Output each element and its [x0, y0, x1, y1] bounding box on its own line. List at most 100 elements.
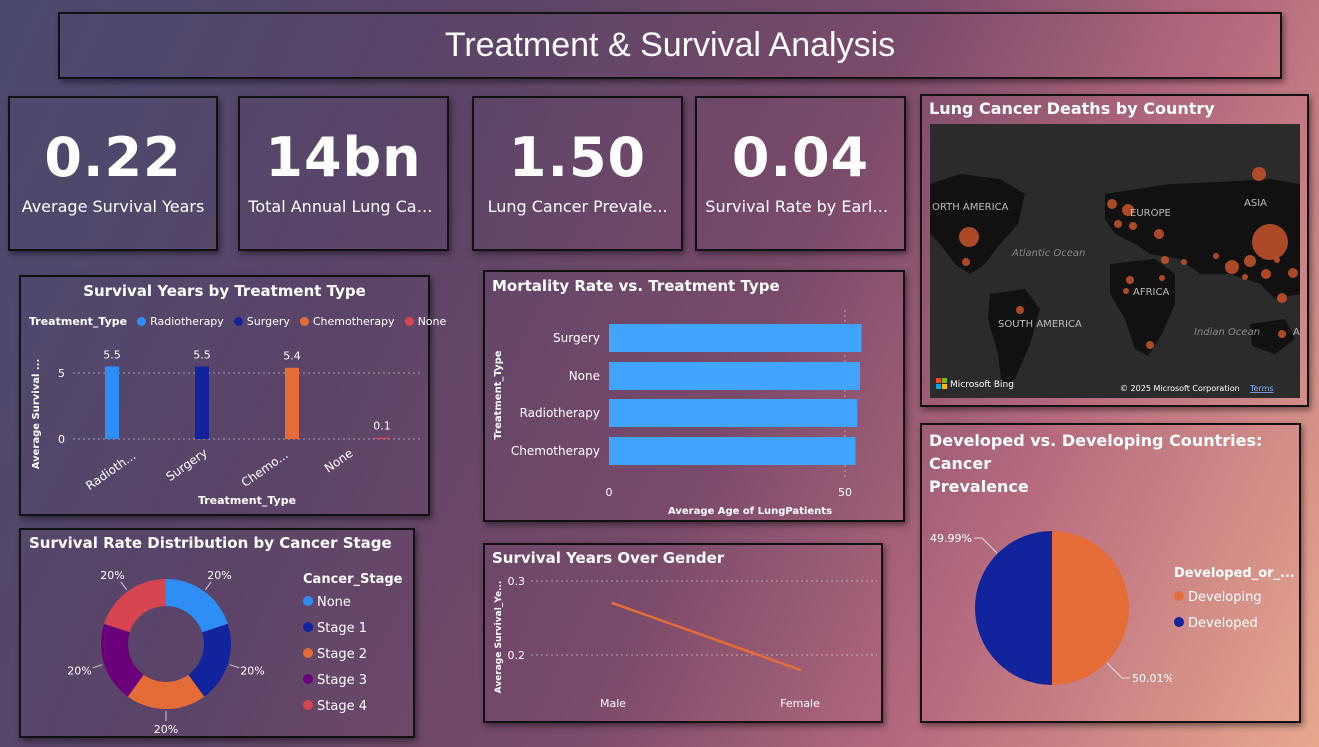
legend-item-developing[interactable]: Developing	[1174, 585, 1295, 611]
stage-donut-chart[interactable]: 20% 20% 20% 20% 20%	[21, 558, 291, 738]
legend-item-stage-3[interactable]: Stage 3	[303, 668, 402, 694]
page-title: Treatment & Survival Analysis	[444, 26, 896, 64]
slice-leader-line	[229, 664, 240, 669]
legend-item-stage-4[interactable]: Stage 4	[303, 694, 402, 720]
bubble-north-america[interactable]	[959, 227, 979, 247]
legend-dot-radiotherapy	[137, 317, 147, 326]
slice-none[interactable]	[166, 579, 228, 633]
kpi-value: 0.22	[44, 126, 182, 189]
world-map[interactable]: ORTH AMERICA EUROPE ASIA Atlantic Ocean …	[930, 124, 1300, 398]
bar-none[interactable]	[609, 362, 861, 390]
kpi-card-prevalence[interactable]: 1.50 Lung Cancer Prevale...	[472, 96, 683, 251]
bubble-pakistan[interactable]	[1213, 253, 1219, 259]
map-label-atlantic: Atlantic Ocean	[1011, 248, 1085, 259]
data-label-chemotherapy: 5.4	[283, 350, 301, 363]
bar-surgery[interactable]	[609, 324, 862, 352]
mortality-chart-title: Mortality Rate vs. Treatment Type	[492, 277, 780, 295]
bubble-brazil[interactable]	[1016, 306, 1024, 314]
mortality-by-treatment-panel[interactable]: Mortality Rate vs. Treatment Type Treatm…	[483, 270, 905, 522]
bar-surgery[interactable]	[195, 366, 209, 439]
bubble-egypt[interactable]	[1159, 275, 1165, 281]
bubble-vietnam[interactable]	[1261, 269, 1271, 279]
bar-chemotherapy[interactable]	[285, 367, 299, 439]
bubble-middle-east[interactable]	[1161, 256, 1169, 264]
y-tick-chemotherapy: Chemotherapy	[511, 444, 600, 458]
legend-item-stage-2[interactable]: Stage 2	[303, 642, 402, 668]
bubble-china[interactable]	[1244, 255, 1256, 267]
y-tick-5: 5	[58, 367, 65, 380]
slice-stage-2[interactable]	[127, 674, 205, 709]
legend-dot	[303, 648, 313, 658]
bubble-russia[interactable]	[1252, 167, 1266, 181]
bar-none[interactable]	[375, 437, 389, 439]
developed-pie-chart[interactable]: 50.01% 49.99%	[922, 490, 1172, 720]
bubble-bangladesh[interactable]	[1242, 274, 1248, 280]
kpi-card-average-survival[interactable]: 0.22 Average Survival Years	[8, 96, 218, 251]
bubble-mexico[interactable]	[962, 258, 970, 266]
bubble-south-africa[interactable]	[1146, 341, 1154, 349]
bubble-japan[interactable]	[1274, 257, 1280, 263]
kpi-card-annual-lung-cancer[interactable]: 14bn Total Annual Lung Canc...	[238, 96, 449, 251]
slice-developed[interactable]	[975, 531, 1052, 685]
developed-pie-panel[interactable]: Developed vs. Developing Countries: Canc…	[920, 423, 1301, 723]
survival-bar-chart[interactable]: Average Survival ... 0 5 5.5 5.5 5.4 0.1 Ra…	[21, 332, 426, 512]
bubble-asia-large[interactable]	[1252, 224, 1288, 260]
survival-chart-legend: Treatment_Type Radiotherapy Surgery Chem…	[29, 315, 446, 328]
map-terms-link[interactable]: Terms	[1249, 384, 1274, 393]
legend-label: Stage 1	[317, 621, 367, 636]
bubble-indonesia[interactable]	[1277, 293, 1287, 303]
bubble-europe[interactable]	[1122, 204, 1134, 216]
series-line[interactable]	[612, 602, 801, 671]
legend-item-developed[interactable]: Developed	[1174, 611, 1295, 637]
legend-label: Stage 2	[317, 647, 367, 662]
legend-item-none[interactable]: None	[303, 590, 402, 616]
x-tick-chemotherapy: Chemo...	[239, 448, 291, 490]
kpi-label: Average Survival Years	[21, 197, 205, 216]
legend-title: Treatment_Type	[29, 315, 128, 328]
y-axis-title: Average Survival ...	[31, 359, 42, 470]
bar-radiotherapy[interactable]	[105, 366, 119, 439]
legend-dot	[303, 596, 313, 606]
point-female[interactable]	[798, 668, 802, 672]
y-tick-0.2: 0.2	[508, 649, 526, 662]
slice-developing[interactable]	[1051, 531, 1130, 685]
slice-stage-4[interactable]	[104, 579, 166, 633]
slice-stage-1[interactable]	[188, 623, 231, 697]
slice-stage-3[interactable]	[101, 623, 144, 697]
map-panel[interactable]: Lung Cancer Deaths by Country	[920, 94, 1309, 407]
bubble-iran[interactable]	[1181, 259, 1187, 265]
bubble-india[interactable]	[1225, 260, 1239, 274]
bar-chemotherapy[interactable]	[609, 437, 856, 465]
legend-dot-surgery	[233, 317, 243, 326]
bubble-ghana[interactable]	[1123, 288, 1129, 294]
bubble-uk[interactable]	[1107, 199, 1117, 209]
kpi-label: Survival Rate by Early De...	[705, 197, 895, 216]
stage-legend: Cancer_Stage None Stage 1 Stage 2 Stage …	[303, 572, 402, 720]
bubble-nigeria[interactable]	[1126, 276, 1134, 284]
gender-line-panel[interactable]: Survival Years Over Gender Average Survi…	[483, 543, 883, 723]
dev-chart-title: Developed vs. Developing Countries: Canc…	[929, 429, 1299, 498]
stage-donut-panel[interactable]: Survival Rate Distribution by Cancer Sta…	[19, 528, 415, 738]
x-tick-none: None	[322, 446, 356, 475]
data-label-none: 0.1	[373, 420, 391, 433]
legend-dot	[303, 622, 313, 632]
bubble-philippines[interactable]	[1288, 268, 1298, 278]
kpi-label: Lung Cancer Prevale...	[487, 197, 668, 216]
landmass-australia	[1250, 319, 1295, 354]
slice-leader-line	[1106, 662, 1130, 679]
legend-item-stage-1[interactable]: Stage 1	[303, 616, 402, 642]
x-tick-0: 0	[606, 486, 613, 499]
mortality-bar-chart[interactable]: Treatment_Type Surgery None Radiotherapy Ch…	[485, 300, 900, 520]
map-label-europe: EUROPE	[1130, 208, 1171, 219]
gender-line-chart[interactable]: Average Survival_Ye... 0.3 0.2 Male Fema…	[485, 571, 880, 721]
bubble-australia[interactable]	[1278, 330, 1286, 338]
slice-label-developed: 49.99%	[930, 532, 972, 545]
bar-radiotherapy[interactable]	[609, 399, 858, 427]
kpi-card-early-detection[interactable]: 0.04 Survival Rate by Early De...	[695, 96, 906, 251]
survival-by-treatment-panel[interactable]: Survival Years by Treatment Type Treatme…	[19, 275, 446, 516]
bubble-italy[interactable]	[1129, 222, 1137, 230]
point-male[interactable]	[611, 601, 615, 605]
slice-leader-line	[120, 581, 128, 591]
bubble-france[interactable]	[1114, 220, 1122, 228]
bubble-turkey[interactable]	[1154, 229, 1164, 239]
